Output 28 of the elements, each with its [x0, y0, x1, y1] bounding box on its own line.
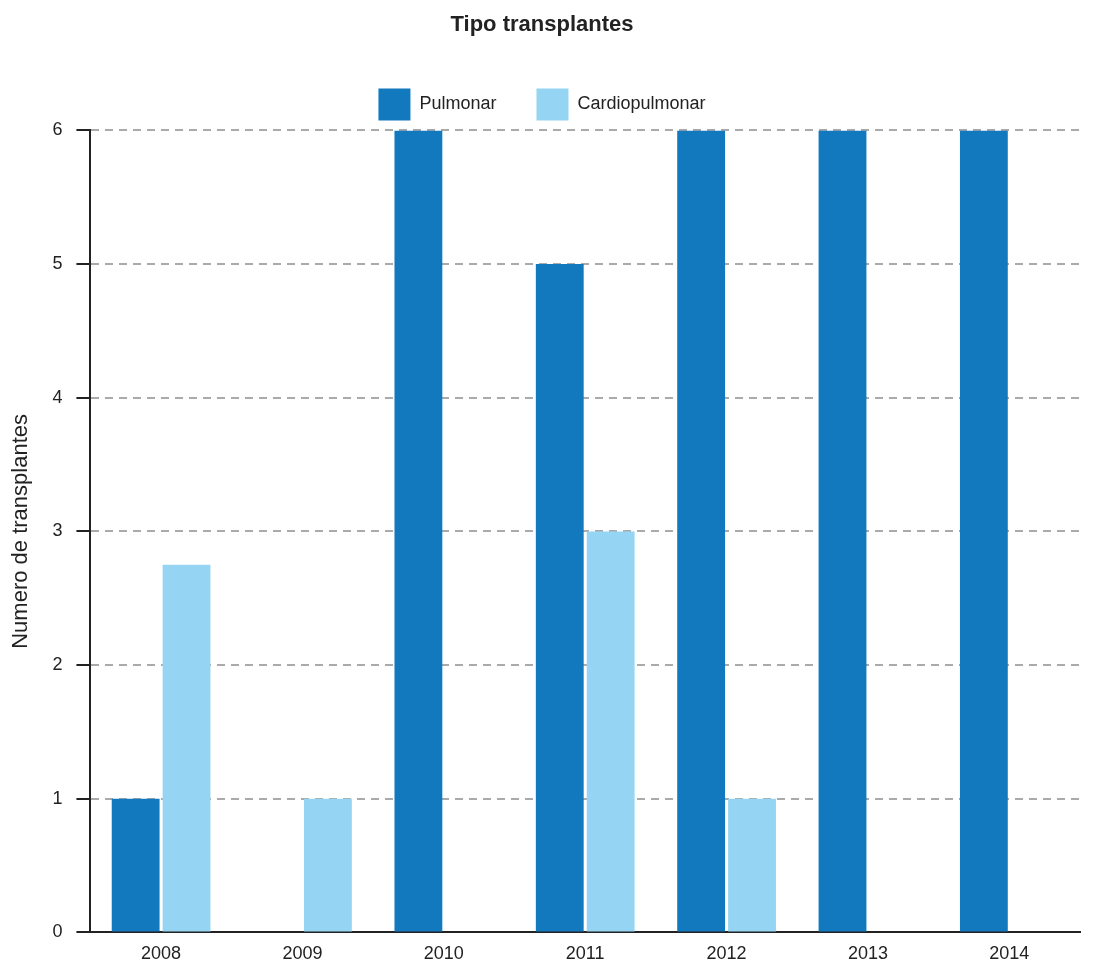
bar: [535, 264, 584, 932]
y-axis-title: Numero de transplantes: [7, 414, 33, 649]
y-tick-label: 6: [52, 119, 63, 140]
y-tick-label: 4: [52, 386, 63, 407]
x-tick-label: 2008: [141, 943, 182, 964]
legend-label: Pulmonar: [419, 93, 497, 114]
x-tick-label: 2009: [282, 943, 323, 964]
x-tick-label: 2010: [423, 943, 464, 964]
bar: [677, 130, 726, 932]
bar: [728, 798, 776, 932]
bar: [111, 798, 160, 932]
x-tick-label: 2012: [706, 943, 747, 964]
y-tick-label: 2: [52, 654, 63, 675]
y-tick-label: 3: [52, 520, 63, 541]
legend-label: Cardiopulmonar: [577, 93, 706, 114]
bar: [959, 130, 1008, 932]
legend-title: Tipo transplantes: [450, 11, 634, 37]
y-tick-label: 0: [52, 921, 63, 942]
bar: [394, 130, 443, 932]
x-tick-label: 2011: [565, 943, 605, 964]
bar: [162, 564, 211, 932]
bar: [586, 531, 635, 932]
y-tick-label: 1: [52, 787, 63, 808]
bar: [818, 130, 867, 932]
x-tick-label: 2014: [989, 943, 1030, 964]
x-tick-label: 2013: [847, 943, 888, 964]
bar: [303, 798, 352, 932]
y-tick-label: 5: [52, 253, 63, 274]
